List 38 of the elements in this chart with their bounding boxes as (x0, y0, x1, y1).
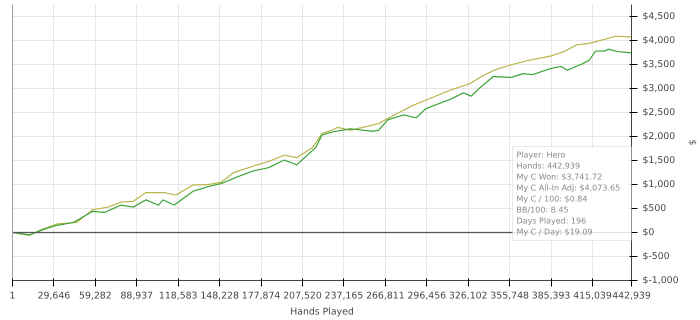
x-tick-label: 266,811 (366, 290, 405, 302)
x-tick-label: 118,583 (158, 290, 198, 302)
annotation: My C Won: $3,741.72 (516, 172, 602, 182)
y-tick-label: $3,000 (642, 83, 676, 94)
y-tick-label: $1,500 (642, 155, 676, 166)
y-axis-title: $ (686, 140, 698, 146)
x-tick-label: 1 (10, 290, 16, 302)
x-tick-label: 148,228 (200, 290, 239, 302)
x-tick-label: 385,393 (532, 290, 570, 302)
annotation: BB/100: 8.45 (516, 206, 568, 214)
x-tick-label: 355,748 (490, 290, 530, 302)
x-tick-label: 237,165 (324, 290, 364, 302)
x-tick-label: 177,874 (242, 290, 280, 302)
annotation: Player: Hero (516, 150, 566, 160)
x-tick-label: 442,939 (612, 290, 651, 302)
annotation: Days Played: 196 (516, 216, 586, 226)
annotation: My C / 100: $0.84 (516, 194, 588, 204)
x-tick-label: 296,456 (408, 290, 446, 302)
x-tick-label: 415,039 (573, 290, 612, 302)
y-tick-label: $3,500 (642, 59, 676, 70)
y-tick-label: $-500 (642, 251, 670, 262)
x-axis-title: Hands Played (290, 306, 354, 318)
y-tick-label: $500 (642, 203, 666, 214)
y-tick-label: $4,500 (642, 11, 676, 22)
x-tick-label: 88,937 (120, 290, 154, 302)
annotation: My C / Day: $19.09 (516, 228, 592, 236)
y-tick-label: $2,000 (642, 131, 676, 142)
x-tick-label: 326,102 (448, 290, 488, 302)
x-tick-label: 59,282 (79, 290, 112, 302)
y-tick-label: $-1,000 (642, 275, 679, 286)
y-tick-label: $1,000 (642, 179, 676, 190)
y-tick-label: $4,000 (642, 35, 676, 46)
x-tick-label: 29,646 (38, 290, 70, 302)
y-tick-label: $2,500 (642, 107, 676, 118)
annotation: My C All-In Adj: $4,073.65 (516, 184, 620, 192)
x-tick-label: 207,520 (283, 290, 322, 302)
annotation: Hands: 442,939 (516, 162, 580, 170)
y-tick-label: $0 (642, 227, 654, 238)
